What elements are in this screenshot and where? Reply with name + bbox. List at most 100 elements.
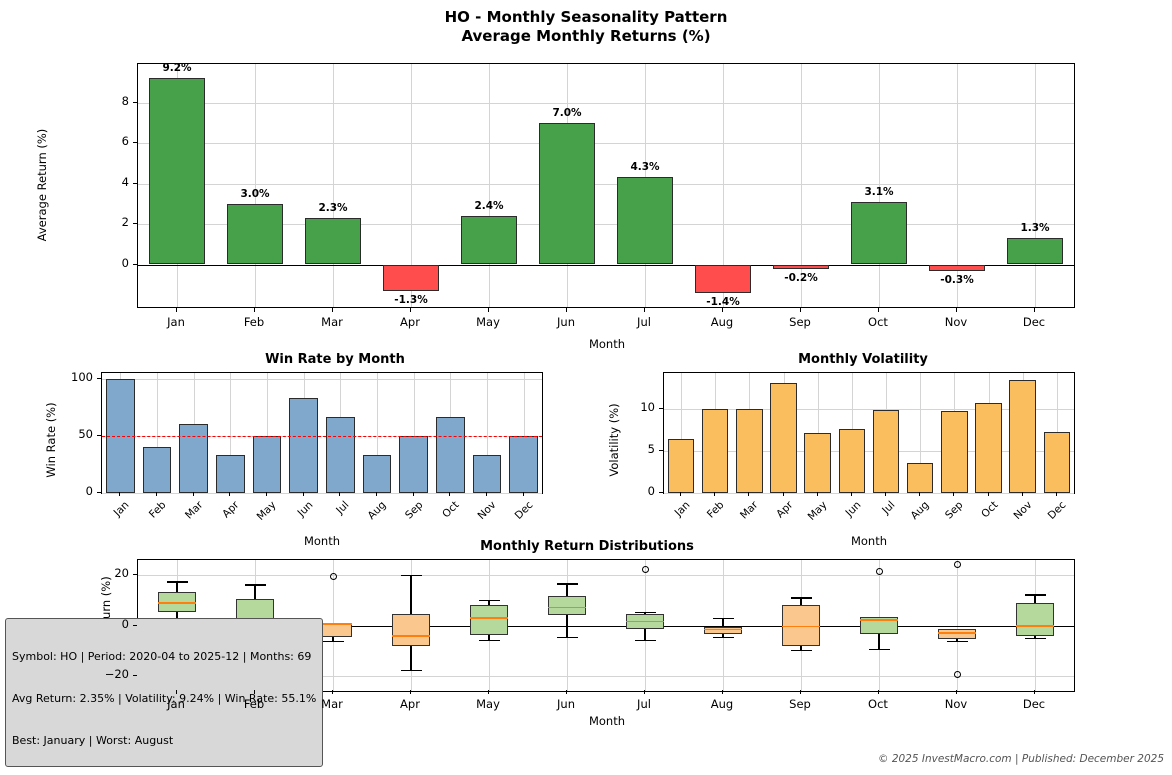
box-nov-iqr[interactable] xyxy=(938,629,976,639)
x-tick-mark xyxy=(850,492,852,496)
box-oct-iqr[interactable] xyxy=(860,617,898,634)
bar-feb[interactable] xyxy=(701,409,729,493)
bar-jan[interactable] xyxy=(148,78,206,265)
x-tick-label-oct: Oct xyxy=(868,315,888,329)
x-tick-mark xyxy=(878,690,879,694)
box-apr-whisker-cap-high xyxy=(400,574,422,576)
y-tick-mark xyxy=(659,408,663,410)
bar-may[interactable] xyxy=(460,215,518,265)
x-tick-label-aug: Aug xyxy=(710,697,734,711)
box-oct-whisker-cap-low xyxy=(868,648,890,651)
box-jun-whisker-cap-high xyxy=(556,583,578,585)
zero-line xyxy=(138,625,1074,627)
y-tick-mark xyxy=(133,624,137,626)
bar-mar[interactable] xyxy=(736,409,763,493)
box-sep-median xyxy=(782,625,820,628)
box-nov-outlier-1 xyxy=(953,670,961,678)
bar-sep[interactable] xyxy=(772,264,830,269)
box-apr-iqr[interactable] xyxy=(392,613,430,646)
bar-sep[interactable] xyxy=(399,435,428,493)
bar-mar[interactable] xyxy=(304,217,362,265)
bar-aug[interactable] xyxy=(906,462,934,493)
bar-mar[interactable] xyxy=(179,424,208,493)
bar-jun[interactable] xyxy=(289,397,318,493)
gridline-vertical xyxy=(267,373,268,493)
distributions-title: Monthly Return Distributions xyxy=(480,539,694,554)
x-tick-label-dec: Dec xyxy=(512,499,536,522)
bar-nov[interactable] xyxy=(472,454,502,493)
x-tick-mark xyxy=(410,690,411,694)
winrate-y-axis-label: Win Rate (%) xyxy=(44,402,58,478)
x-tick-mark xyxy=(412,492,414,496)
y-tick-label: 20 xyxy=(114,566,129,581)
bar-jan[interactable] xyxy=(106,378,135,493)
zero-line xyxy=(138,264,1074,266)
box-dec-iqr[interactable] xyxy=(1016,602,1054,636)
y-tick-label: 0 xyxy=(85,484,93,498)
bar-nov[interactable] xyxy=(1009,379,1036,493)
y-tick-mark xyxy=(97,434,101,436)
y-tick-mark xyxy=(659,450,663,451)
bar-nov[interactable] xyxy=(928,264,986,271)
y-tick-label: 0 xyxy=(647,484,655,498)
volatility-y-axis-label: Volatility (%) xyxy=(607,403,621,477)
box-jun-iqr[interactable] xyxy=(548,596,586,616)
bar-feb[interactable] xyxy=(226,203,284,265)
bar-may[interactable] xyxy=(804,433,831,493)
gridline-vertical xyxy=(255,64,256,307)
bar-jan[interactable] xyxy=(667,438,695,493)
x-tick-label-apr: Apr xyxy=(400,697,420,711)
box-sep-whisker-cap-high xyxy=(790,597,812,599)
box-may-whisker-cap-high xyxy=(478,600,500,602)
bar-oct[interactable] xyxy=(436,416,465,493)
bar-apr[interactable] xyxy=(382,264,440,291)
x-tick-mark xyxy=(156,492,157,496)
gridline-vertical xyxy=(1035,64,1036,307)
bar-jun[interactable] xyxy=(838,429,866,493)
bar-apr[interactable] xyxy=(216,454,245,493)
bar-oct[interactable] xyxy=(975,403,1002,493)
bar-aug[interactable] xyxy=(694,264,752,293)
bar-dec[interactable] xyxy=(1006,238,1064,265)
box-nov-outlier-0 xyxy=(953,560,961,568)
page-title: HO - Monthly Seasonality Pattern Average… xyxy=(0,8,1172,46)
bar-may[interactable] xyxy=(252,435,282,493)
gridline-vertical xyxy=(957,64,958,307)
gridline-horizontal xyxy=(138,675,1074,677)
threshold-line-50 xyxy=(102,435,542,437)
box-may-median xyxy=(470,617,508,619)
bar-value-label-nov: -0.3% xyxy=(940,273,974,286)
y-tick-label: 0 xyxy=(121,616,129,631)
bar-jul[interactable] xyxy=(326,416,355,493)
x-tick-label-jan: Jan xyxy=(167,697,185,711)
bar-aug[interactable] xyxy=(362,454,392,493)
box-aug-whisker-cap-low xyxy=(712,637,734,639)
box-dec-whisker-cap-low xyxy=(1024,638,1046,640)
bar-dec[interactable] xyxy=(1043,431,1071,493)
bar-jul[interactable] xyxy=(616,177,674,265)
gridline-vertical xyxy=(413,373,415,493)
stats-line-1: Symbol: HO | Period: 2020-04 to 2025-12 … xyxy=(12,650,312,663)
x-tick-mark xyxy=(176,690,177,694)
bar-apr[interactable] xyxy=(770,383,797,493)
box-may-iqr[interactable] xyxy=(470,605,508,636)
x-tick-label-dec: Dec xyxy=(1022,697,1046,711)
bar-dec[interactable] xyxy=(509,435,538,493)
box-jan-iqr[interactable] xyxy=(158,591,196,612)
box-mar-whisker-cap-low xyxy=(322,640,344,643)
x-tick-label-sep: Sep xyxy=(402,499,426,522)
volatility-x-axis-label: Month xyxy=(850,534,888,548)
x-tick-mark xyxy=(522,492,524,496)
gridline-horizontal xyxy=(138,143,1074,144)
x-tick-mark xyxy=(566,308,567,312)
stats-line-3: Best: January | Worst: August xyxy=(12,734,174,747)
bar-jun[interactable] xyxy=(538,122,596,265)
bar-feb[interactable] xyxy=(142,447,172,493)
main-x-axis-label: Month xyxy=(588,337,626,351)
box-sep-iqr[interactable] xyxy=(782,604,820,646)
bar-oct[interactable] xyxy=(850,201,908,265)
bar-jul[interactable] xyxy=(872,409,900,493)
x-tick-mark xyxy=(332,690,333,694)
bar-sep[interactable] xyxy=(941,410,968,493)
box-oct-outlier-0 xyxy=(875,568,883,576)
